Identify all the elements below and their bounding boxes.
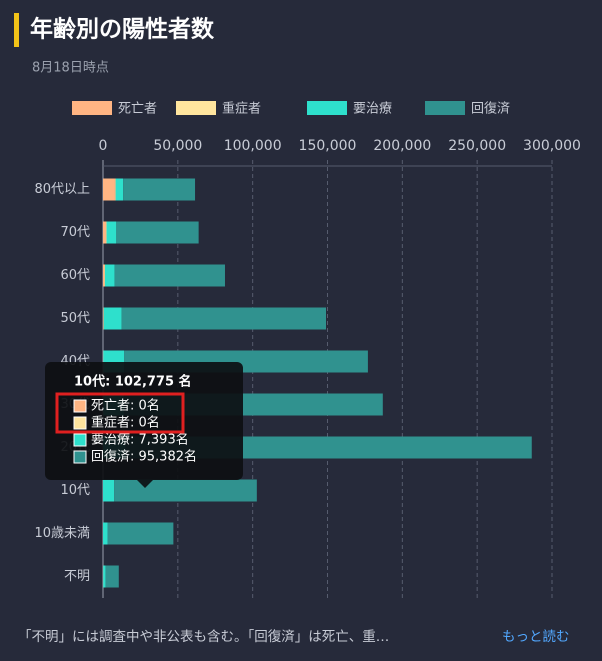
bar-segment [106, 221, 117, 244]
title-accent [14, 13, 19, 47]
read-more-link[interactable]: もっと読む [502, 629, 570, 645]
bar-segment [103, 221, 106, 244]
bar-segment [103, 479, 115, 502]
bar-segment [104, 264, 115, 287]
x-tick-label: 200,000 [373, 138, 431, 154]
x-tick-label: 150,000 [299, 138, 357, 154]
y-tick-label: 80代以上 [34, 182, 90, 197]
x-tick-label: 100,000 [224, 138, 282, 154]
tooltip-item: 重症者: 0名 [91, 415, 160, 431]
y-tick-label: 10代 [60, 483, 90, 498]
legend-swatch [425, 101, 465, 115]
tooltip-item: 回復済: 95,382名 [91, 449, 197, 465]
tooltip-arrow [137, 480, 153, 488]
legend-label: 重症者 [222, 101, 261, 117]
x-tick-label: 250,000 [448, 138, 506, 154]
bar-segment [105, 221, 107, 244]
footer-note: 「不明」には調査中や非公表も含む。「回復済」は死亡、重… [18, 628, 389, 645]
bar-segment [103, 307, 122, 330]
bar-segment [123, 178, 196, 201]
highlight-box [55, 392, 185, 434]
tooltip-swatch [73, 450, 87, 464]
legend-label: 要治療 [353, 102, 392, 117]
bar-segment [116, 221, 199, 244]
legend-label: 回復済 [471, 101, 510, 117]
legend-swatch [307, 101, 347, 115]
bar-segment [114, 178, 116, 201]
tooltip-swatch [73, 433, 87, 447]
y-tick-label: 60代 [60, 268, 90, 283]
y-tick-label: 不明 [64, 569, 90, 584]
bar-segment [114, 264, 225, 287]
subtitle: 8月18日時点 [32, 61, 109, 76]
y-tick-label: 50代 [60, 311, 90, 326]
tooltip-swatch [73, 416, 87, 430]
bar-segment [103, 565, 106, 588]
bar-segment [103, 264, 105, 287]
bar-segment [107, 522, 174, 545]
tooltip-swatch [73, 399, 87, 413]
tooltip-title: 10代: 102,775 名 [74, 374, 192, 390]
legend-swatch [176, 101, 216, 115]
bar-segment [103, 178, 115, 201]
bar-segment [105, 565, 119, 588]
tooltip-item: 死亡者: 0名 [91, 398, 160, 414]
x-tick-label: 0 [99, 138, 108, 154]
tooltip-box [45, 362, 243, 480]
bar-segment [103, 522, 108, 545]
legend-label: 死亡者 [118, 102, 157, 117]
x-tick-label: 50,000 [153, 138, 202, 154]
bar-segment [121, 307, 327, 330]
x-tick-label: 300,000 [523, 138, 581, 154]
y-tick-label: 10歳未満 [34, 526, 90, 541]
bar-segment [114, 479, 257, 502]
legend-swatch [72, 101, 112, 115]
chart-title: 年齢別の陽性者数 [30, 16, 215, 43]
tooltip-item: 要治療: 7,393名 [91, 432, 189, 448]
bar-segment [115, 178, 124, 201]
y-tick-label: 70代 [60, 225, 90, 240]
